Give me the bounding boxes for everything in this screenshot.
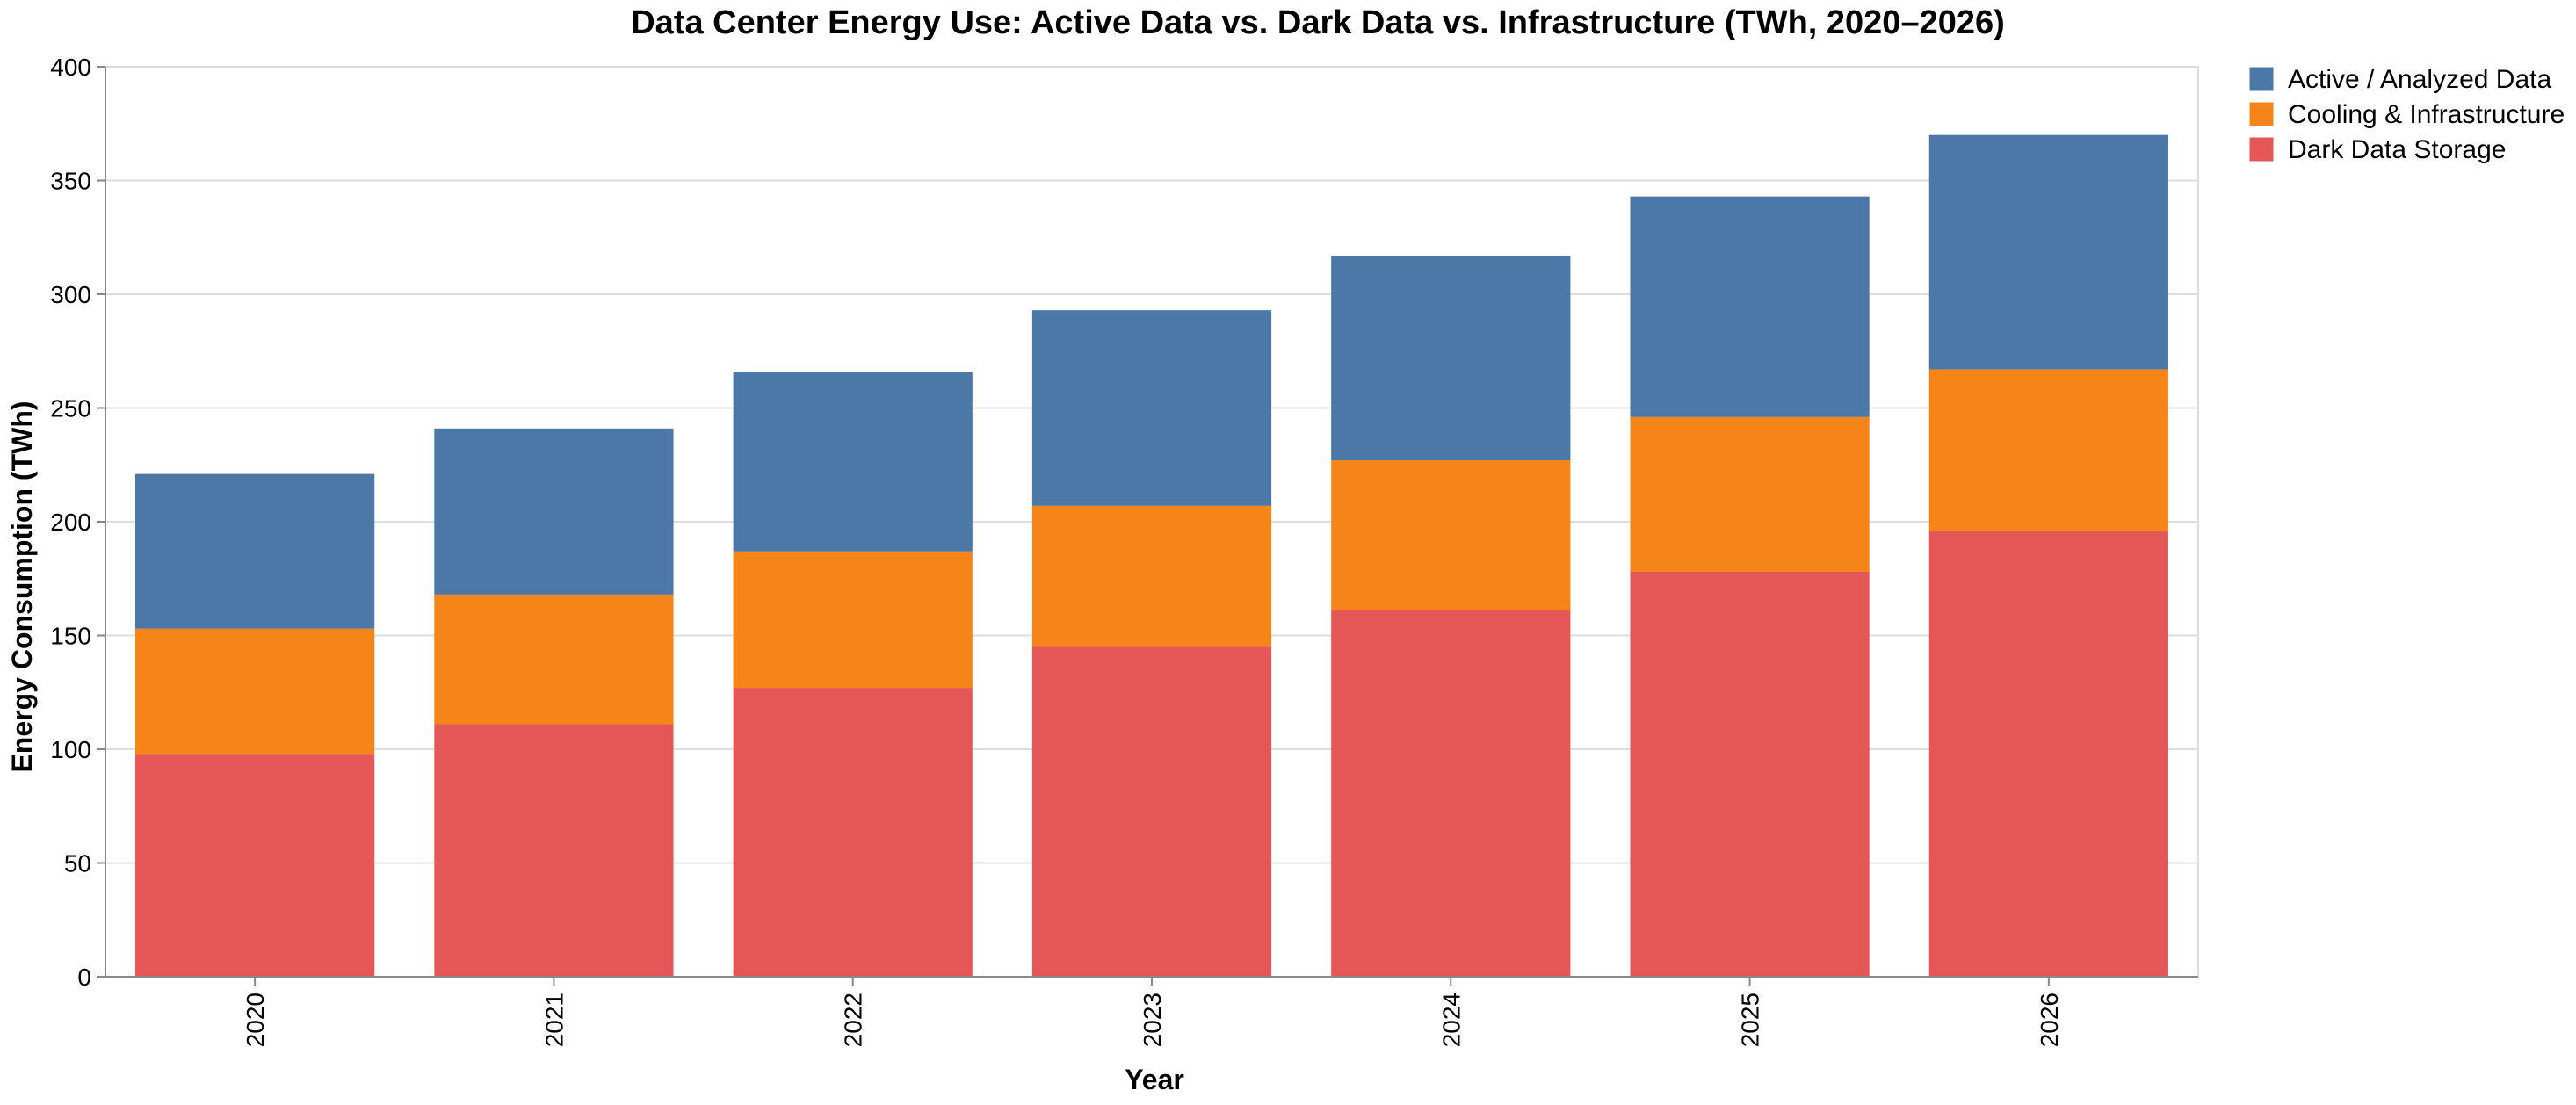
- bar-dark-data-storage-2022: [733, 688, 973, 977]
- bar-cooling-infrastructure-2023: [1031, 505, 1272, 647]
- bar-dark-data-storage-2023: [1031, 646, 1272, 977]
- y-axis: 0 50 100 150 200 250 300 350 400: [50, 54, 106, 991]
- bar-active-analyzed-data-2026: [1928, 134, 2168, 370]
- x-axis-title: Year: [1125, 1064, 1184, 1095]
- bar-cooling-infrastructure-2026: [1928, 369, 2168, 531]
- bar-active-analyzed-data-2024: [1331, 255, 1571, 461]
- y-tick-label: 300: [50, 281, 91, 308]
- y-tick-label: 0: [77, 964, 91, 991]
- x-tick-label: 2023: [1139, 993, 1166, 1047]
- y-tick-label: 400: [50, 54, 91, 81]
- legend-swatch-active-analyzed-data: [2248, 66, 2275, 92]
- legend-label-cooling-infrastructure: Cooling & Infrastructure: [2288, 100, 2565, 129]
- chart-title: Data Center Energy Use: Active Data vs. …: [631, 4, 2005, 41]
- x-tick-label: 2020: [242, 993, 269, 1047]
- legend-label-active-analyzed-data: Active / Analyzed Data: [2288, 65, 2551, 94]
- x-tick-label: 2025: [1737, 993, 1764, 1047]
- bar-dark-data-storage-2020: [135, 754, 375, 977]
- bar-dark-data-storage-2021: [434, 724, 674, 977]
- bar-dark-data-storage-2026: [1928, 531, 2168, 977]
- legend-swatch-dark-data-storage: [2248, 136, 2275, 162]
- legend-label-dark-data-storage: Dark Data Storage: [2288, 135, 2506, 164]
- bar-active-analyzed-data-2021: [434, 428, 674, 595]
- bar-cooling-infrastructure-2020: [135, 628, 375, 755]
- y-tick-label: 250: [50, 395, 91, 422]
- bar-dark-data-storage-2024: [1331, 610, 1571, 977]
- legend-swatch-cooling-infrastructure: [2248, 101, 2275, 127]
- y-tick-label: 100: [50, 736, 91, 763]
- bar-cooling-infrastructure-2022: [733, 551, 973, 689]
- bar-active-analyzed-data-2022: [733, 372, 973, 552]
- y-tick-label: 150: [50, 623, 91, 650]
- x-tick-label: 2024: [1437, 993, 1465, 1047]
- bar-cooling-infrastructure-2021: [434, 594, 674, 725]
- x-tick-label: 2026: [2036, 993, 2063, 1047]
- bar-cooling-infrastructure-2024: [1331, 460, 1571, 611]
- bar-dark-data-storage-2025: [1630, 571, 1870, 977]
- bar-active-analyzed-data-2025: [1630, 196, 1870, 417]
- x-tick-label: 2022: [840, 993, 867, 1047]
- bar-active-analyzed-data-2023: [1031, 310, 1272, 506]
- x-axis: 2020 2021 2022 2023 2024 2025 2026: [105, 976, 2198, 1047]
- y-axis-title: Energy Consumption (TWh): [6, 401, 38, 772]
- y-tick-label: 350: [50, 168, 91, 195]
- bars: [135, 134, 2168, 977]
- y-tick-label: 200: [50, 509, 91, 536]
- y-tick-label: 50: [64, 850, 91, 878]
- x-tick-label: 2021: [540, 993, 568, 1047]
- bar-active-analyzed-data-2020: [135, 473, 375, 629]
- legend: Active / Analyzed Data Cooling & Infrastr…: [2248, 65, 2565, 164]
- bar-cooling-infrastructure-2025: [1630, 416, 1870, 572]
